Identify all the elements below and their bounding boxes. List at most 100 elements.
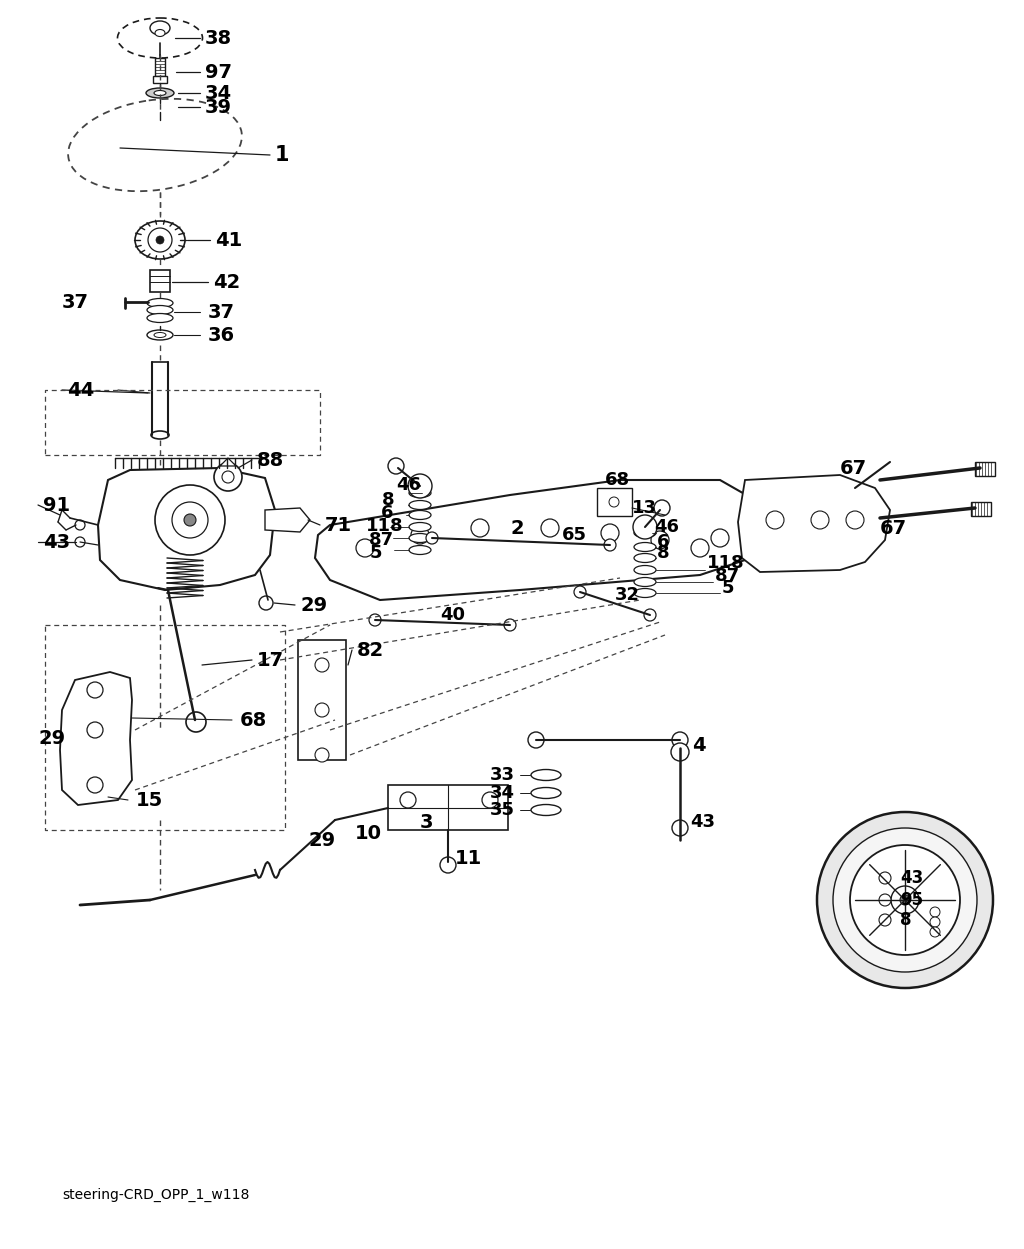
Text: 38: 38	[205, 29, 232, 47]
Text: 71: 71	[325, 516, 352, 535]
Circle shape	[87, 722, 103, 738]
Circle shape	[214, 463, 242, 491]
Text: 118: 118	[707, 555, 744, 572]
Circle shape	[155, 485, 225, 555]
Text: 88: 88	[257, 451, 285, 470]
Text: 8: 8	[657, 545, 670, 562]
Text: 39: 39	[205, 97, 232, 116]
Text: 2: 2	[510, 518, 523, 537]
Text: 43: 43	[690, 813, 715, 831]
Circle shape	[172, 502, 208, 538]
Circle shape	[369, 615, 381, 626]
Text: 15: 15	[136, 791, 163, 809]
Text: 5: 5	[722, 580, 734, 597]
Circle shape	[671, 743, 689, 761]
Circle shape	[846, 511, 864, 530]
Circle shape	[259, 596, 273, 610]
Circle shape	[604, 540, 616, 551]
Text: 29: 29	[308, 831, 335, 849]
Ellipse shape	[531, 804, 561, 816]
Text: 67: 67	[880, 518, 907, 537]
Bar	[150, 270, 170, 292]
Text: 37: 37	[208, 302, 234, 321]
Circle shape	[541, 520, 559, 537]
Ellipse shape	[531, 769, 561, 781]
Polygon shape	[265, 508, 310, 532]
Polygon shape	[315, 480, 760, 600]
Circle shape	[426, 532, 438, 545]
Bar	[597, 488, 632, 516]
Circle shape	[601, 525, 618, 542]
Circle shape	[891, 886, 919, 914]
Ellipse shape	[634, 588, 656, 597]
Circle shape	[900, 896, 910, 906]
Bar	[298, 639, 346, 759]
Ellipse shape	[409, 511, 431, 520]
Circle shape	[315, 748, 329, 762]
Text: 43: 43	[43, 532, 70, 552]
Text: 46: 46	[654, 518, 679, 536]
Circle shape	[651, 531, 669, 550]
Ellipse shape	[135, 221, 185, 259]
Text: 5: 5	[370, 545, 383, 562]
Circle shape	[184, 515, 196, 526]
Text: 95: 95	[900, 891, 923, 909]
Text: 68: 68	[605, 471, 630, 490]
Bar	[388, 786, 508, 831]
Bar	[975, 462, 995, 476]
Ellipse shape	[409, 546, 431, 555]
Circle shape	[879, 872, 891, 884]
Text: 43: 43	[900, 869, 924, 887]
Circle shape	[633, 515, 657, 540]
Circle shape	[930, 917, 940, 927]
Text: 29: 29	[300, 596, 327, 615]
Text: 3: 3	[420, 813, 433, 832]
Circle shape	[691, 540, 709, 557]
Ellipse shape	[69, 99, 242, 191]
Circle shape	[471, 520, 489, 537]
Text: 87: 87	[715, 567, 740, 585]
Ellipse shape	[634, 566, 656, 575]
Text: 40: 40	[440, 606, 465, 624]
Text: 36: 36	[208, 326, 236, 345]
Circle shape	[400, 792, 416, 808]
Text: 35: 35	[490, 801, 515, 819]
Ellipse shape	[118, 17, 203, 57]
Text: 11: 11	[455, 848, 482, 868]
Circle shape	[408, 475, 432, 498]
Text: 68: 68	[240, 711, 267, 729]
Circle shape	[504, 620, 516, 631]
Circle shape	[766, 511, 784, 530]
Circle shape	[672, 821, 688, 836]
Circle shape	[609, 497, 618, 507]
Text: 37: 37	[62, 292, 89, 311]
Polygon shape	[738, 475, 890, 572]
Text: 6: 6	[657, 533, 670, 551]
Circle shape	[654, 500, 670, 516]
Circle shape	[930, 927, 940, 937]
Polygon shape	[60, 672, 132, 806]
Circle shape	[356, 540, 374, 557]
Bar	[971, 502, 991, 516]
Ellipse shape	[146, 87, 174, 97]
Text: 10: 10	[355, 823, 382, 843]
Polygon shape	[220, 458, 236, 466]
Text: 44: 44	[67, 381, 94, 400]
Circle shape	[186, 712, 206, 732]
Circle shape	[930, 907, 940, 917]
Text: 1: 1	[275, 145, 290, 165]
Ellipse shape	[155, 30, 165, 36]
Circle shape	[574, 586, 586, 598]
Ellipse shape	[634, 542, 656, 552]
Bar	[155, 57, 165, 76]
Text: 34: 34	[205, 84, 232, 102]
Circle shape	[833, 828, 977, 972]
Text: 34: 34	[490, 784, 515, 802]
Circle shape	[222, 471, 234, 483]
Circle shape	[148, 229, 172, 252]
Text: 46: 46	[396, 476, 421, 495]
Circle shape	[482, 792, 498, 808]
Ellipse shape	[409, 533, 431, 542]
Circle shape	[711, 530, 729, 547]
Circle shape	[75, 520, 85, 530]
